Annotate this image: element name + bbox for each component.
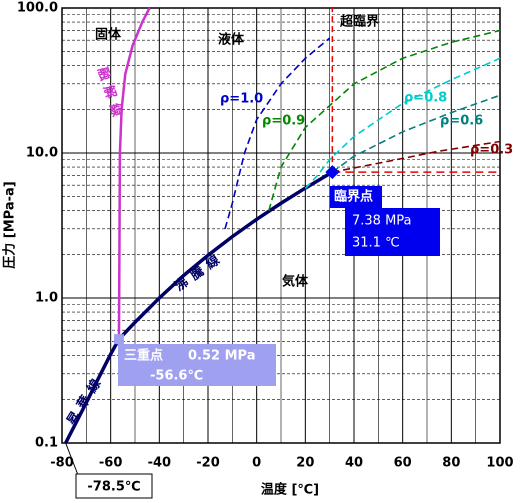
y-tick-label: 0.1: [35, 436, 58, 451]
x-tick-label: -20: [196, 456, 220, 471]
y-tick-label: 1.0: [35, 291, 58, 306]
x-tick-label: 0: [252, 456, 261, 471]
y-tick-label: 10.0: [26, 146, 58, 161]
series-label: ρ=0.6: [440, 114, 483, 129]
region-label: 固体: [95, 27, 122, 43]
triple-point-box: [118, 344, 276, 386]
y-axis-label: 圧力 [MPa-a]: [2, 181, 18, 268]
x-tick-label: -60: [99, 456, 123, 471]
series-line: [268, 29, 501, 211]
x-tick-label: 100: [486, 456, 513, 471]
series-label: ρ=0.9: [262, 114, 305, 129]
x-tick-label: 60: [394, 456, 412, 471]
series-label: ρ=0.3: [470, 143, 513, 158]
critical-point-pressure: 7.38 MPa: [352, 214, 412, 229]
x-tick-label: 20: [296, 456, 314, 471]
series-label: 沸騰線: [172, 249, 228, 295]
critical-point-temperature: 31.1 ℃: [352, 236, 400, 251]
y-tick-label: 100.0: [17, 1, 58, 16]
series-line: [331, 94, 501, 173]
x-axis-label: 温度 [℃]: [261, 482, 319, 498]
sublimation-box: [75, 473, 153, 499]
region-label: 液体: [218, 32, 245, 48]
x-tick-label: -80: [50, 456, 74, 471]
triple-point-name: 三重点: [124, 348, 163, 364]
region-label: 超臨界: [340, 14, 379, 30]
series-line: [117, 170, 334, 341]
triple-point-marker: [113, 334, 124, 345]
series-line: [64, 338, 121, 444]
series-line: [332, 140, 501, 173]
sublimation-arrow: [65, 442, 79, 476]
plot-border: [61, 7, 501, 444]
region-label: 気体: [282, 274, 309, 290]
series-line: [224, 37, 331, 230]
x-tick-label: -40: [148, 456, 172, 471]
critical-point-name: 臨界点: [334, 189, 373, 205]
series-label: 昇華線: [64, 371, 108, 428]
x-tick-label: 40: [345, 456, 363, 471]
triple-point-pressure: 0.52 MPa: [188, 349, 256, 364]
critical-point-marker: [325, 165, 340, 180]
critical-point-box: [345, 208, 440, 256]
series-line: [304, 57, 501, 189]
series-label: ρ=1.0: [220, 92, 263, 107]
series-label: ρ=0.8: [404, 91, 447, 106]
x-tick-label: 80: [442, 456, 460, 471]
critical-point-box: [330, 186, 382, 208]
series-line: [117, 7, 151, 340]
triple-point-temperature: -56.6℃: [150, 369, 203, 384]
sublimation-label: -78.5℃: [87, 480, 140, 495]
